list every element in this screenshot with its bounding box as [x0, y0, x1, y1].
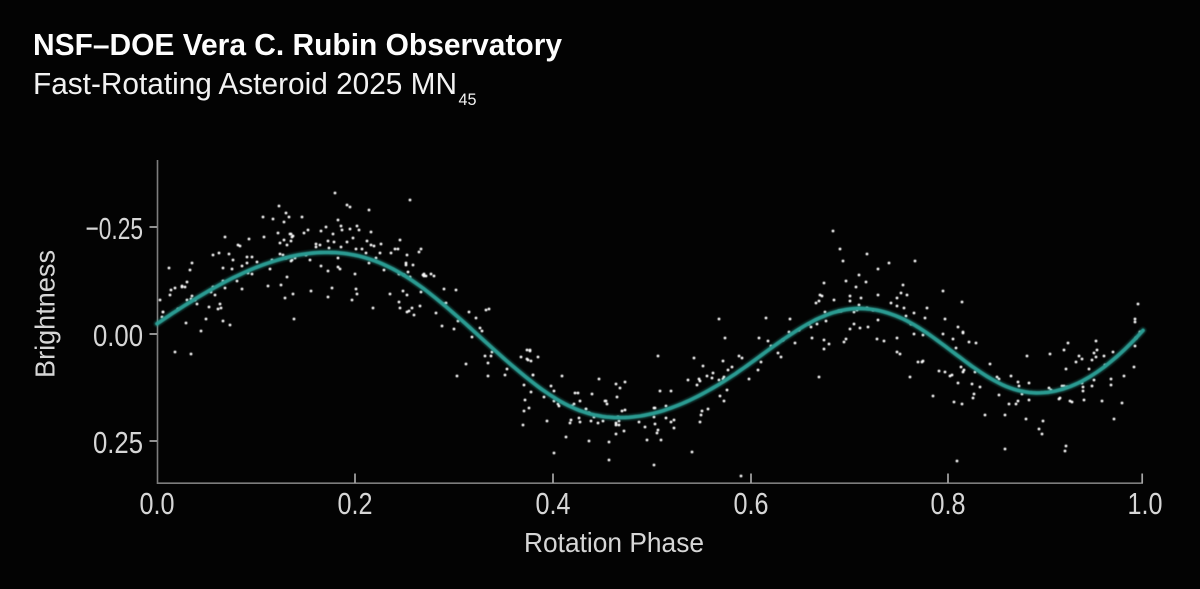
svg-text:45: 45	[459, 90, 477, 109]
svg-text:Brightness: Brightness	[30, 250, 61, 378]
svg-text:−0.25: −0.25	[86, 211, 144, 246]
svg-text:0.0: 0.0	[140, 486, 175, 521]
svg-text:0.25: 0.25	[93, 425, 143, 460]
svg-text:0.6: 0.6	[734, 486, 769, 521]
svg-text:1.0: 1.0	[1128, 486, 1163, 521]
svg-text:NSF–DOE Vera C. Rubin Observat: NSF–DOE Vera C. Rubin Observatory	[33, 27, 563, 62]
svg-text:0.8: 0.8	[931, 486, 966, 521]
svg-text:0.2: 0.2	[338, 486, 373, 521]
svg-text:0.00: 0.00	[93, 318, 143, 353]
svg-text:Fast-Rotating Asteroid 2025 MN: Fast-Rotating Asteroid 2025 MN	[33, 66, 457, 101]
svg-text:Rotation Phase: Rotation Phase	[524, 527, 704, 558]
svg-text:0.4: 0.4	[536, 486, 571, 521]
